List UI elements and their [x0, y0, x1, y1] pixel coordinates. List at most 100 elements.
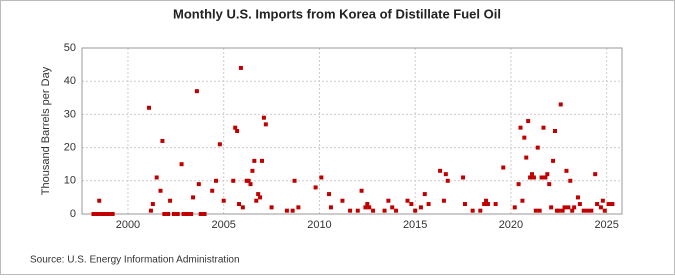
point [231, 178, 236, 183]
point [478, 208, 483, 213]
y-tick-label: 0 [70, 208, 76, 220]
point [560, 208, 565, 213]
point [166, 212, 171, 216]
point [516, 182, 521, 187]
point [564, 168, 569, 173]
point [171, 212, 176, 216]
point [558, 102, 563, 107]
x-tick-label: 2025 [594, 219, 618, 231]
point [470, 208, 475, 213]
point [217, 142, 222, 147]
point [175, 212, 180, 216]
point [526, 119, 531, 124]
point [549, 205, 554, 210]
point [589, 208, 594, 213]
point [606, 202, 611, 207]
point [365, 202, 370, 207]
point [202, 212, 207, 216]
point [371, 208, 376, 213]
point [97, 198, 102, 203]
point [284, 208, 289, 213]
point [327, 192, 332, 197]
point [95, 212, 100, 216]
x-tick-label: 2020 [499, 219, 523, 231]
point [422, 192, 427, 197]
point [539, 175, 544, 180]
point [556, 208, 561, 213]
point [110, 212, 115, 216]
point [547, 182, 552, 187]
point [413, 208, 418, 213]
point [260, 158, 264, 163]
point [181, 212, 186, 216]
point [441, 198, 446, 203]
point [246, 178, 251, 183]
point [359, 188, 364, 193]
point [501, 165, 506, 170]
point [394, 208, 399, 213]
point [405, 198, 410, 203]
point [168, 198, 173, 203]
point [296, 205, 301, 210]
point [418, 205, 423, 210]
point [610, 202, 615, 207]
point [438, 168, 443, 173]
point [581, 208, 586, 213]
point [600, 198, 605, 203]
y-axis-label: Thousand Barrels per Day [40, 66, 52, 195]
point [461, 175, 466, 180]
y-tick-label: 30 [64, 108, 76, 120]
point [493, 202, 498, 207]
point [154, 175, 159, 180]
point [147, 105, 152, 110]
point [248, 182, 253, 187]
point [254, 198, 259, 203]
point [593, 172, 598, 177]
point [570, 208, 575, 213]
x-tick-label: 2005 [211, 219, 235, 231]
point [328, 205, 333, 210]
x-tick-label: 2015 [403, 219, 427, 231]
point [158, 188, 163, 193]
x-tick-label: 2010 [307, 219, 331, 231]
point [363, 205, 368, 210]
point [520, 198, 525, 203]
point [390, 205, 395, 210]
point [598, 205, 603, 210]
point [545, 172, 550, 177]
point [568, 178, 573, 183]
point [531, 175, 536, 180]
point [484, 198, 489, 203]
y-tick-label: 50 [64, 42, 76, 54]
point [535, 145, 540, 150]
point [530, 172, 534, 177]
point [512, 205, 517, 210]
point [263, 122, 268, 127]
point [194, 89, 199, 94]
point [269, 205, 274, 210]
point [575, 195, 580, 200]
point [537, 208, 542, 213]
y-tick-label: 40 [64, 75, 76, 87]
point [528, 175, 533, 180]
point [160, 138, 165, 143]
y-tick-label: 10 [64, 175, 76, 187]
point [91, 212, 96, 216]
point [602, 208, 607, 213]
point [106, 212, 111, 216]
point [162, 212, 167, 216]
point [179, 162, 184, 167]
point [443, 172, 448, 177]
point [261, 115, 266, 120]
point [562, 205, 567, 210]
point [233, 125, 238, 130]
point [518, 125, 523, 130]
point [210, 188, 215, 193]
point [585, 208, 590, 213]
point [355, 208, 360, 213]
point [198, 212, 203, 216]
point [462, 202, 467, 207]
y-tick-label: 20 [64, 142, 76, 154]
point [99, 212, 104, 216]
point [189, 212, 194, 216]
